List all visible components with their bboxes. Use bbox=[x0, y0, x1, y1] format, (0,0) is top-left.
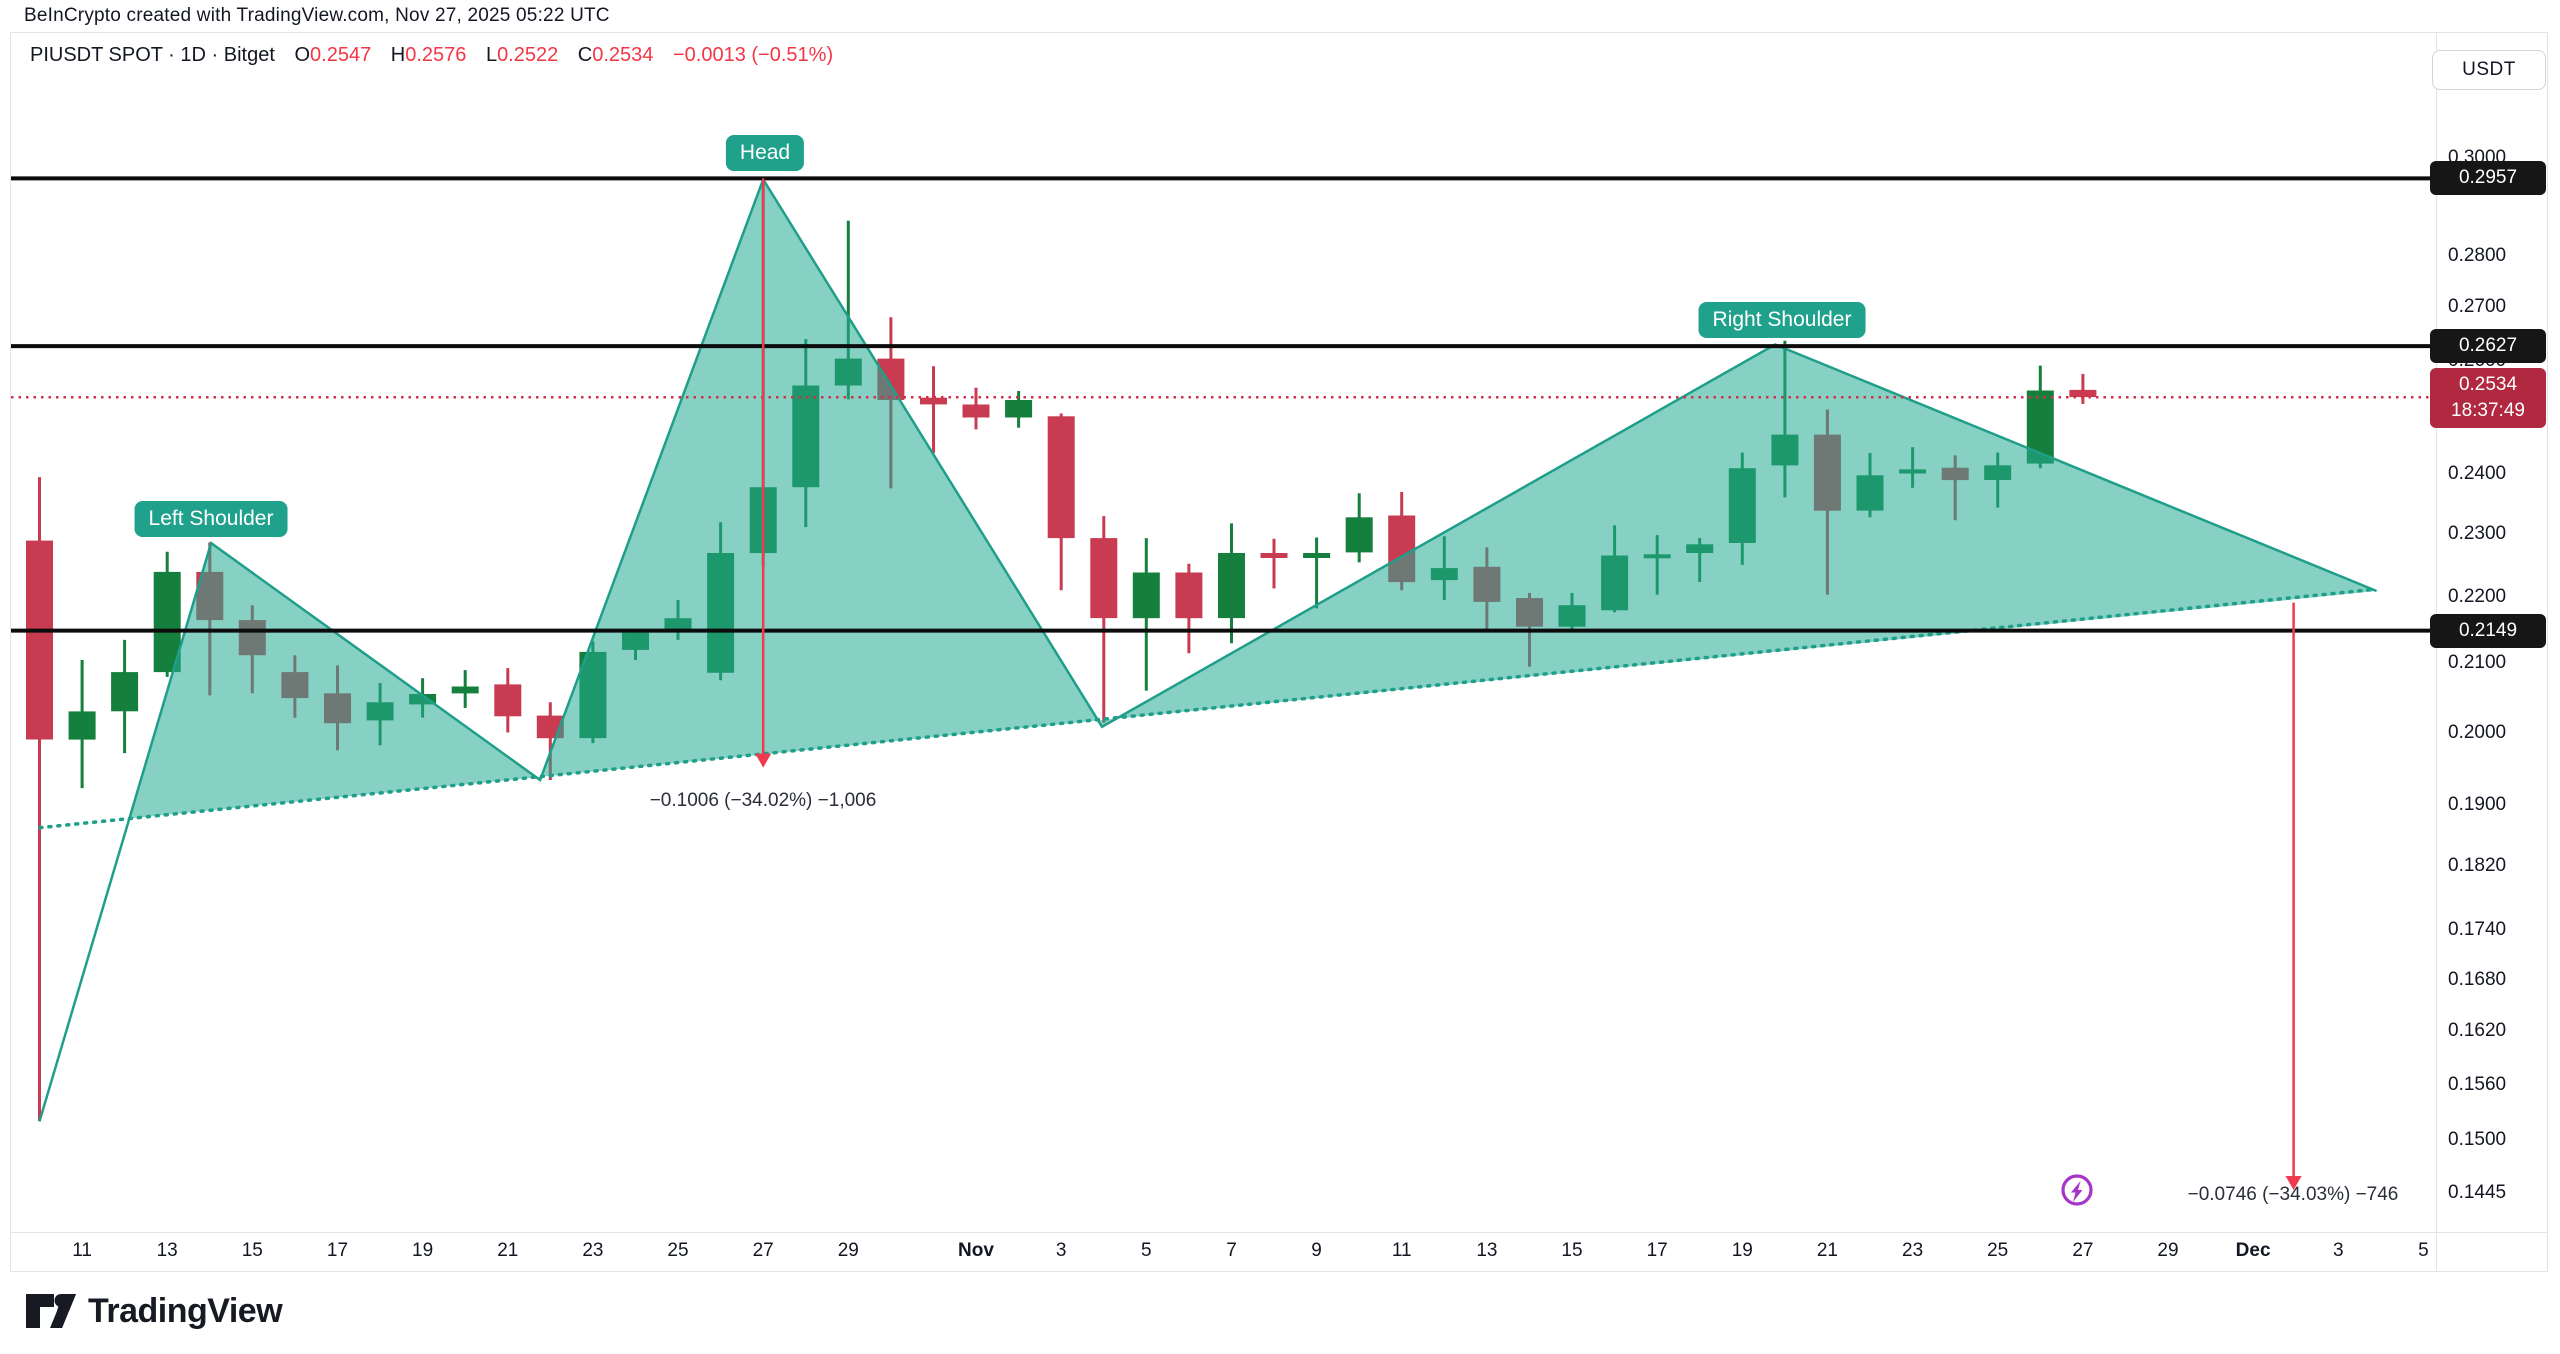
time-axis-separator bbox=[10, 1232, 2548, 1233]
close-label: C bbox=[577, 44, 593, 66]
tradingview-logo-icon bbox=[26, 1294, 76, 1328]
close-value: 0.2534 bbox=[592, 44, 654, 66]
low-label: L bbox=[485, 44, 498, 66]
symbol-legend: PIUSDT SPOT · 1D · Bitget O0.2547 H0.257… bbox=[30, 44, 833, 67]
high-value: 0.2576 bbox=[405, 44, 467, 66]
high-label: H bbox=[390, 44, 406, 66]
price-axis-separator bbox=[2436, 32, 2437, 1272]
attribution-text: BeInCrypto created with TradingView.com,… bbox=[24, 5, 610, 26]
currency-toggle-button[interactable]: USDT bbox=[2432, 50, 2546, 90]
tradingview-watermark: TradingView bbox=[24, 1286, 283, 1336]
open-label: O bbox=[294, 44, 311, 66]
symbol-title: PIUSDT SPOT · 1D · Bitget bbox=[30, 44, 275, 66]
change-value: −0.0013 (−0.51%) bbox=[672, 44, 834, 66]
open-value: 0.2547 bbox=[310, 44, 372, 66]
lightning-icon bbox=[2061, 1174, 2093, 1206]
tradingview-wordmark: TradingView bbox=[88, 1291, 283, 1330]
low-value: 0.2522 bbox=[497, 44, 559, 66]
